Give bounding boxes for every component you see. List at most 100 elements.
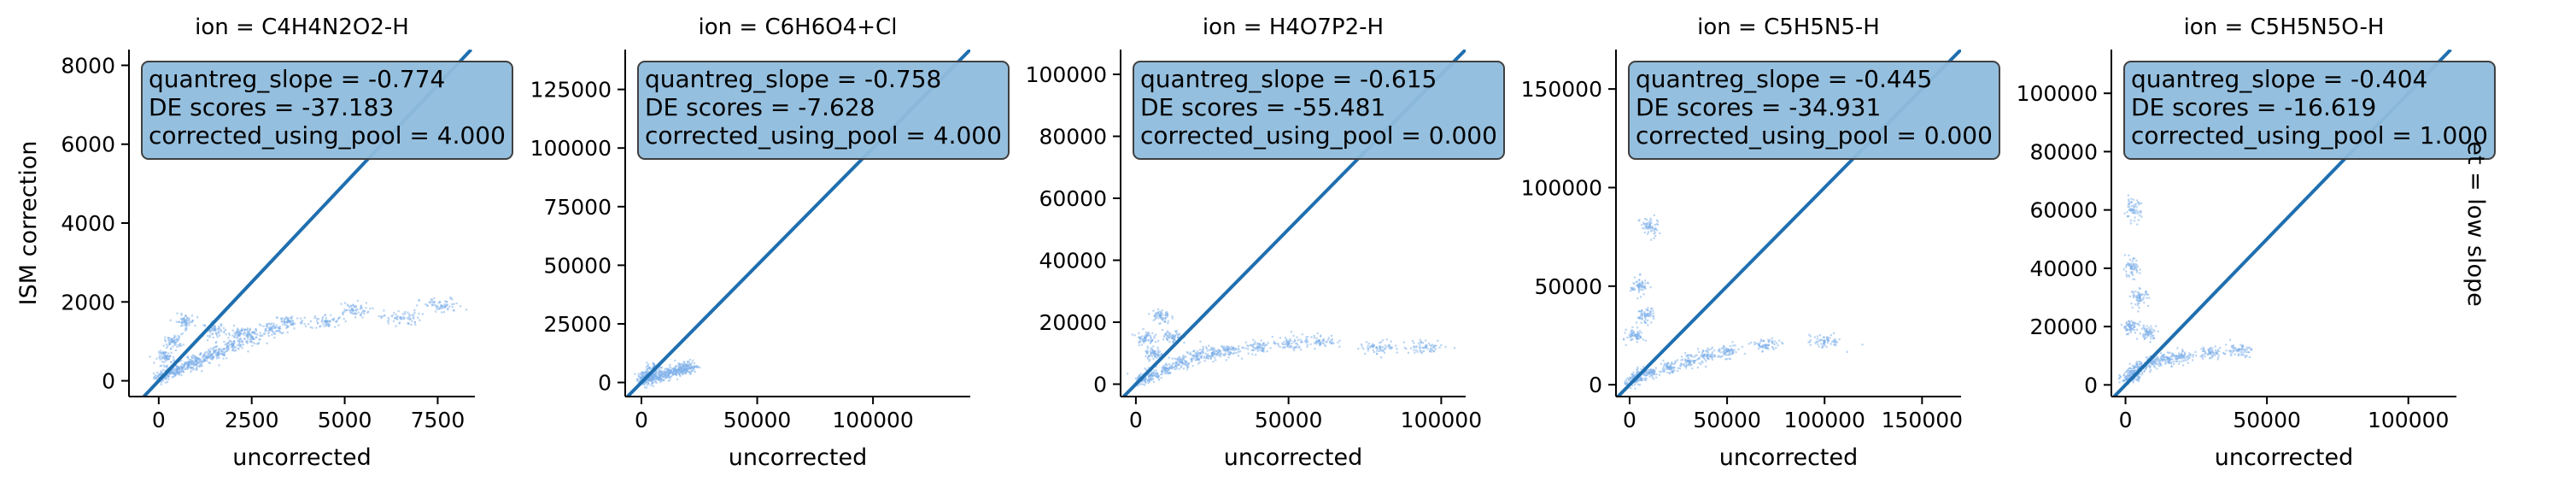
density-cell xyxy=(381,315,383,318)
stats-line: corrected_using_pool = 0.000 xyxy=(1636,121,1993,150)
density-cell xyxy=(1759,341,1761,344)
density-cell xyxy=(438,300,442,303)
density-cell xyxy=(1418,347,1421,350)
density-cell xyxy=(1159,350,1162,353)
density-cell xyxy=(156,374,159,378)
density-cell xyxy=(699,366,701,369)
density-cell xyxy=(1674,360,1677,362)
density-cell xyxy=(2247,346,2250,349)
density-cell xyxy=(269,323,272,326)
density-cell xyxy=(161,368,165,371)
density-cell xyxy=(1264,344,1267,346)
density-cell xyxy=(324,319,327,321)
density-cell xyxy=(353,306,355,309)
density-cell xyxy=(2169,362,2172,365)
density-cell xyxy=(1645,370,1648,373)
density-cell xyxy=(1630,329,1633,332)
density-cell xyxy=(411,314,413,316)
density-cell xyxy=(1761,346,1764,349)
density-cell xyxy=(1631,374,1634,377)
density-cell xyxy=(249,340,253,343)
density-cell xyxy=(2204,352,2207,356)
density-cell xyxy=(1384,344,1387,347)
density-cell xyxy=(336,320,338,322)
density-cell xyxy=(645,379,647,383)
density-cell xyxy=(178,336,181,338)
density-cell xyxy=(1432,344,1435,347)
density-cell xyxy=(2146,358,2149,362)
density-cell xyxy=(402,315,405,318)
density-cell xyxy=(670,371,672,373)
density-cell xyxy=(1630,338,1632,342)
density-cell xyxy=(2146,332,2149,335)
density-cell xyxy=(327,324,330,326)
density-cell xyxy=(1139,336,1142,338)
density-cell xyxy=(1164,311,1168,314)
density-cell xyxy=(1263,344,1266,347)
density-cell xyxy=(2234,347,2237,350)
density-cell xyxy=(157,351,161,354)
density-cell xyxy=(1637,332,1640,335)
density-cell xyxy=(190,362,193,364)
density-cell xyxy=(1210,346,1213,349)
density-cell xyxy=(1165,362,1168,365)
density-cell xyxy=(658,377,660,379)
density-cell xyxy=(1834,338,1836,340)
density-cell xyxy=(246,335,249,338)
density-cell xyxy=(650,379,653,382)
density-cell xyxy=(669,363,671,367)
density-cell xyxy=(227,345,230,348)
density-cell xyxy=(1227,352,1230,355)
density-cell xyxy=(315,326,318,329)
density-cell xyxy=(1679,364,1683,367)
density-cell xyxy=(2202,357,2204,360)
density-cell xyxy=(2132,291,2134,293)
density-cell xyxy=(1152,319,1155,321)
density-cell xyxy=(163,354,166,356)
density-cell xyxy=(1430,350,1432,353)
density-cell xyxy=(240,344,243,346)
density-cell xyxy=(1169,366,1172,369)
density-cell xyxy=(1163,334,1166,337)
density-cell xyxy=(1140,383,1143,385)
density-cell xyxy=(453,303,455,305)
density-cell xyxy=(1152,345,1155,348)
density-cell xyxy=(2130,197,2133,200)
density-cell xyxy=(1159,354,1162,356)
density-cell xyxy=(1637,379,1640,381)
density-cell xyxy=(1144,379,1146,382)
density-cell xyxy=(1650,314,1653,316)
density-cell xyxy=(1372,345,1374,348)
density-cell xyxy=(309,320,312,323)
density-cell xyxy=(1214,349,1216,351)
density-cell xyxy=(1161,317,1164,320)
density-cell xyxy=(352,303,354,306)
density-cell xyxy=(213,327,215,330)
density-cell xyxy=(1388,347,1391,350)
density-cell xyxy=(1691,367,1694,370)
density-cell xyxy=(1636,370,1639,373)
density-cell xyxy=(2137,210,2140,213)
density-cell xyxy=(1177,363,1180,367)
density-cell xyxy=(1434,348,1437,350)
density-cell xyxy=(1145,355,1147,357)
density-cell xyxy=(1725,348,1728,350)
density-cell xyxy=(1761,345,1765,348)
density-cell xyxy=(1713,355,1716,357)
density-cell xyxy=(171,376,173,379)
density-cell xyxy=(227,349,230,351)
density-cell xyxy=(1316,332,1319,335)
density-cell xyxy=(248,332,250,334)
density-cell xyxy=(2192,356,2194,358)
density-cell xyxy=(180,312,183,315)
density-cell xyxy=(1641,312,1643,315)
density-cell xyxy=(315,317,319,320)
density-cell xyxy=(669,376,671,379)
density-cell xyxy=(169,347,173,350)
density-cell xyxy=(2190,354,2193,356)
density-cell xyxy=(259,338,261,341)
density-cell xyxy=(439,307,442,309)
density-cell xyxy=(190,362,193,366)
density-cell xyxy=(1203,356,1206,358)
stats-line: corrected_using_pool = 4.000 xyxy=(645,121,1002,150)
